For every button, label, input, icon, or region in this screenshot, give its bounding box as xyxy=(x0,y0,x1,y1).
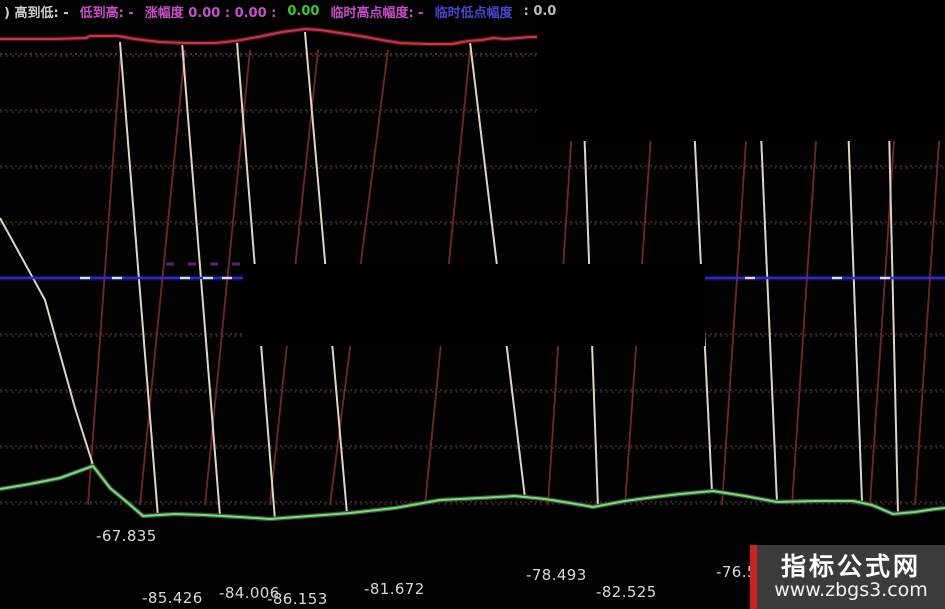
label-temp-high-range: 临时高点幅度: - xyxy=(330,5,424,21)
value-label: -81.672 xyxy=(364,580,425,598)
watermark-title: 指标公式网 xyxy=(780,551,921,581)
value-temp-low: : 0.0 xyxy=(523,3,557,19)
redaction-top-right xyxy=(537,0,945,141)
value-label: -82.525 xyxy=(596,583,657,601)
value-label: -84.006 xyxy=(219,584,280,602)
watermark-plate: 指标公式网 www.zbgs3.com xyxy=(750,545,945,609)
top-red-line xyxy=(0,28,550,45)
label-temp-low-range: 临时低点幅度 xyxy=(434,5,513,21)
label-high-to-low: ) 高到低: - xyxy=(4,5,69,21)
left-white-descending-line xyxy=(0,217,94,466)
value-label: -76.5 xyxy=(716,563,757,581)
value-label: -86.153 xyxy=(267,590,328,608)
redaction-center xyxy=(243,264,705,346)
value-rise-range-green: 0.00 xyxy=(287,3,320,19)
value-label: -67.835 xyxy=(96,527,157,545)
value-label: -78.493 xyxy=(526,566,587,584)
green-line xyxy=(0,465,945,520)
label-rise-range: 涨幅度 0.00 : 0.00 : xyxy=(144,5,277,21)
indicator-status-bar: ) 高到低: - 低到高: - 涨幅度 0.00 : 0.00 : 0.00 临时高点幅… xyxy=(4,1,556,21)
label-low-to-high: 低到高: - xyxy=(79,5,134,21)
white-vertical-line xyxy=(119,41,159,518)
watermark-url: www.zbgs3.com xyxy=(774,579,928,602)
value-label: -85.426 xyxy=(142,589,203,607)
